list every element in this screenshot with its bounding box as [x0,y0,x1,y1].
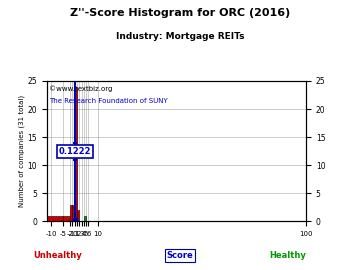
Bar [63,216,70,221]
Text: Unhealthy: Unhealthy [33,251,82,260]
Text: Healthy: Healthy [270,251,306,260]
Text: Industry: Mortgage REITs: Industry: Mortgage REITs [116,32,244,41]
Y-axis label: Number of companies (31 total): Number of companies (31 total) [18,95,25,207]
Bar [77,210,79,221]
Bar [47,216,63,221]
Bar [72,205,75,221]
Text: ©www.textbiz.org: ©www.textbiz.org [49,85,113,92]
Bar [75,87,77,221]
Bar [70,205,72,221]
Text: 0.1222: 0.1222 [59,147,91,156]
Text: Z''-Score Histogram for ORC (2016): Z''-Score Histogram for ORC (2016) [70,8,290,18]
Bar [84,216,86,221]
Text: The Research Foundation of SUNY: The Research Foundation of SUNY [49,98,168,104]
Text: Score: Score [167,251,193,260]
